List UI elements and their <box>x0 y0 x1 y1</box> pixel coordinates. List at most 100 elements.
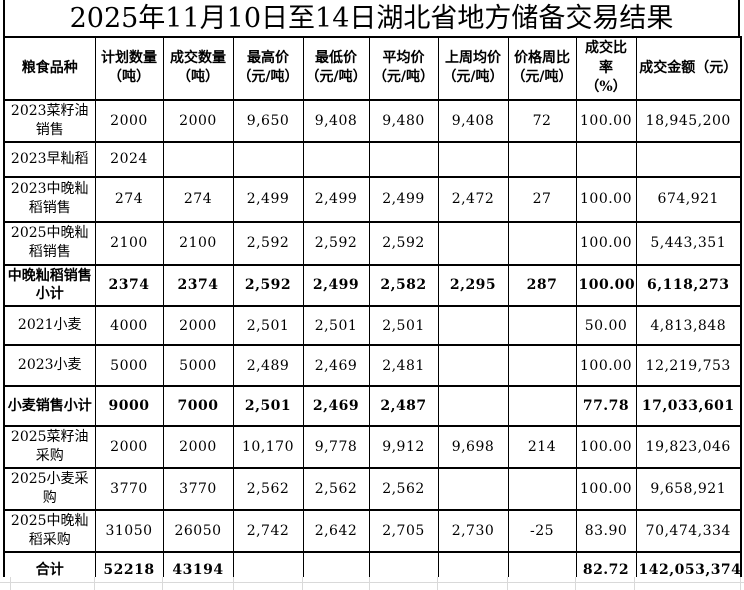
value-cell: 18,945,200 <box>635 98 742 143</box>
value-cell <box>232 140 304 178</box>
value-cell: 100.00 <box>575 98 637 143</box>
value-cell: 2,499 <box>368 175 439 223</box>
value-cell: 9,778 <box>302 425 370 470</box>
spreadsheet-gridlines <box>0 577 744 590</box>
value-cell: 9,658,921 <box>635 467 742 511</box>
row-label: 小麦销售小计 <box>3 385 96 428</box>
value-cell: 70,474,334 <box>635 508 742 553</box>
grid-line <box>302 577 303 590</box>
value-cell: 9,912 <box>368 425 439 470</box>
value-cell <box>437 344 509 388</box>
row-label: 2023小麦 <box>3 344 96 388</box>
column-header: 最低价 （元/吨） <box>302 36 370 101</box>
grid-line <box>162 577 163 590</box>
value-cell: 4000 <box>94 305 164 347</box>
value-cell: 9,408 <box>437 98 509 143</box>
value-cell: 2,592 <box>368 220 439 266</box>
row-label: 2023早籼稻 <box>3 140 96 178</box>
value-cell <box>507 467 577 511</box>
value-cell: 274 <box>162 175 234 223</box>
value-cell: 31050 <box>94 508 164 553</box>
header-row: 粮食品种 计划数量 （吨） 成交数量 （吨） 最高价 （元/吨） 最低价 （元/吨） 平均… <box>3 36 742 101</box>
value-cell: 27 <box>507 175 577 223</box>
value-cell: 2,582 <box>368 263 439 308</box>
table-row: 中晚籼稻销售小计 2374 2374 2,592 2,499 2,582 2,295 287 1… <box>3 263 742 308</box>
value-cell: 2374 <box>94 263 164 308</box>
table-row: 2023早籼稻 2024 <box>3 140 742 178</box>
value-cell: 2,562 <box>232 467 304 511</box>
value-cell: 274 <box>94 175 164 223</box>
table-body: 2023菜籽油销售 2000 2000 9,650 9,408 9,480 9,408 72 1… <box>3 98 742 590</box>
value-cell: 2,501 <box>302 305 370 347</box>
value-cell: 2,499 <box>232 175 304 223</box>
value-cell: 2,562 <box>368 467 439 511</box>
value-cell: 4,813,848 <box>635 305 742 347</box>
column-header: 成交比率 （%） <box>575 36 637 101</box>
value-cell: 3770 <box>94 467 164 511</box>
table-row: 2021小麦 4000 2000 2,501 2,501 2,501 50.00 4,813,… <box>3 305 742 347</box>
grid-line <box>10 577 11 590</box>
value-cell: 6,118,273 <box>635 263 742 308</box>
grid-line <box>94 577 95 590</box>
value-cell: 2024 <box>94 140 164 178</box>
grid-line <box>740 577 741 590</box>
value-cell: 2,592 <box>232 263 304 308</box>
value-cell <box>368 140 439 178</box>
column-header: 成交数量 （吨） <box>162 36 234 101</box>
value-cell: 9,698 <box>437 425 509 470</box>
page-title: 2025年11月10日至14日湖北省地方储备交易结果 <box>3 0 740 36</box>
value-cell: 9,650 <box>232 98 304 143</box>
grid-line <box>437 577 438 590</box>
value-cell: 2,472 <box>437 175 509 223</box>
value-cell: 26050 <box>162 508 234 553</box>
value-cell: 50.00 <box>575 305 637 347</box>
value-cell: 100.00 <box>575 175 637 223</box>
column-header: 粮食品种 <box>3 36 96 101</box>
value-cell: 2,469 <box>302 344 370 388</box>
column-header: 计划数量 （吨） <box>94 36 164 101</box>
value-cell: 9,480 <box>368 98 439 143</box>
value-cell: 12,219,753 <box>635 344 742 388</box>
table-row: 2023菜籽油销售 2000 2000 9,650 9,408 9,480 9,408 72 1… <box>3 98 742 143</box>
value-cell: -25 <box>507 508 577 553</box>
grid-line <box>369 577 370 590</box>
grid-line <box>233 577 234 590</box>
grid-line <box>0 582 744 583</box>
row-label: 2025菜籽油采购 <box>3 425 96 470</box>
value-cell: 2,481 <box>368 344 439 388</box>
row-label: 2025小麦采购 <box>3 467 96 511</box>
value-cell <box>507 385 577 428</box>
value-cell: 2000 <box>162 98 234 143</box>
value-cell: 9000 <box>94 385 164 428</box>
value-cell <box>437 140 509 178</box>
value-cell: 3770 <box>162 467 234 511</box>
value-cell: 2,501 <box>232 385 304 428</box>
value-cell: 19,823,046 <box>635 425 742 470</box>
value-cell <box>507 344 577 388</box>
value-cell <box>437 385 509 428</box>
value-cell: 5000 <box>162 344 234 388</box>
value-cell: 100.00 <box>575 344 637 388</box>
column-header: 最高价 （元/吨） <box>232 36 304 101</box>
value-cell <box>507 305 577 347</box>
grid-line <box>507 577 508 590</box>
value-cell: 2,501 <box>232 305 304 347</box>
column-header: 上周均价 （元/吨） <box>437 36 509 101</box>
value-cell <box>507 140 577 178</box>
value-cell: 2,592 <box>302 220 370 266</box>
row-label: 2021小麦 <box>3 305 96 347</box>
value-cell: 100.00 <box>575 263 637 308</box>
value-cell: 2,487 <box>368 385 439 428</box>
table-row: 2025中晚籼稻采购 31050 26050 2,742 2,642 2,705 2,730… <box>3 508 742 553</box>
table-row: 2023中晚籼稻销售 274 274 2,499 2,499 2,499 2,472 27 10… <box>3 175 742 223</box>
value-cell: 77.78 <box>575 385 637 428</box>
value-cell: 2000 <box>94 98 164 143</box>
value-cell: 9,408 <box>302 98 370 143</box>
value-cell: 7000 <box>162 385 234 428</box>
value-cell <box>437 467 509 511</box>
value-cell <box>437 220 509 266</box>
value-cell: 214 <box>507 425 577 470</box>
value-cell: 10,170 <box>232 425 304 470</box>
value-cell: 2,592 <box>232 220 304 266</box>
